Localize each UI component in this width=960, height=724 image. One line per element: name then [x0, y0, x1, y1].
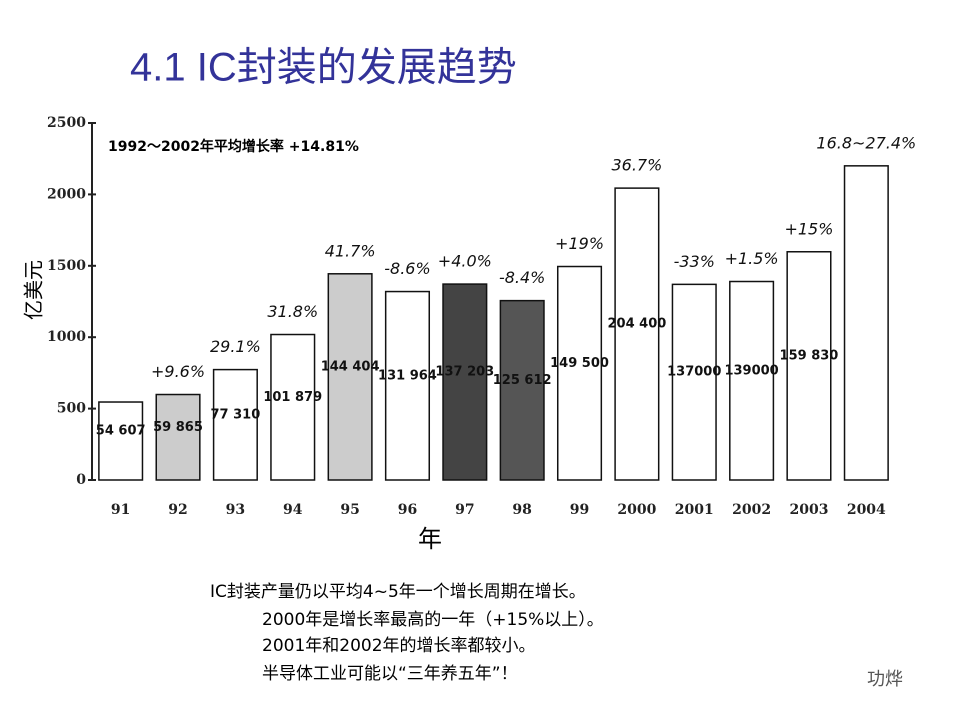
note-line: 2000年是增长率最高的一年（+15%以上）。 — [262, 610, 604, 630]
growth-label: +9.6% — [151, 362, 205, 381]
growth-label: +19% — [555, 234, 604, 253]
x-tick-label: 99 — [570, 502, 589, 518]
growth-label: 31.8% — [267, 302, 318, 321]
value-label: 137 203 — [435, 365, 494, 380]
annotation: 1992～2002年平均增长率 +14.81% — [108, 138, 359, 155]
bar — [729, 280, 775, 481]
growth-label: -33% — [674, 252, 715, 271]
bar — [384, 290, 431, 481]
slide-title: 4.1 IC封装的发展趋势 — [130, 46, 517, 90]
value-label: 139000 — [724, 363, 778, 378]
y-axis-label: 亿美元 — [22, 260, 46, 320]
growth-label: -8.4% — [499, 268, 545, 287]
x-tick-label: 98 — [512, 502, 531, 518]
note-line: 半导体工业可能以“三年养五年”！ — [262, 664, 518, 684]
value-label: 125 612 — [493, 373, 552, 388]
x-tick-label: 2001 — [675, 502, 714, 518]
x-tick-label: 2002 — [732, 502, 771, 518]
x-tick-label: 96 — [398, 502, 417, 518]
y-tick-label: 1000 — [47, 329, 86, 345]
bar — [499, 299, 545, 481]
growth-label: +1.5% — [725, 249, 779, 268]
value-label: 54 607 — [96, 424, 146, 439]
note-line: 2001年和2002年的增长率都较小。 — [262, 636, 536, 656]
value-label: 101 879 — [263, 390, 322, 405]
x-tick-label: 97 — [455, 502, 474, 518]
y-tick-label: 1500 — [47, 258, 86, 274]
y-tick-label: 2000 — [47, 186, 86, 202]
bar — [327, 273, 373, 481]
growth-label: 36.7% — [611, 156, 662, 175]
growth-label: +15% — [784, 219, 833, 238]
x-tick-label: 92 — [168, 502, 187, 518]
bar — [786, 251, 832, 481]
value-label: 59 865 — [153, 420, 203, 435]
bar — [270, 333, 316, 481]
x-tick-label: 94 — [283, 502, 303, 518]
bar — [442, 283, 488, 481]
x-tick-label: 2004 — [847, 502, 886, 518]
growth-label: 16.8~27.4% — [816, 133, 916, 152]
growth-label: 29.1% — [210, 337, 261, 356]
bar — [614, 187, 660, 481]
growth-label: +4.0% — [438, 252, 492, 271]
x-tick-label: 2000 — [617, 502, 656, 518]
value-label: 159 830 — [780, 348, 839, 363]
value-label: 137000 — [667, 365, 721, 380]
x-tick-label: 91 — [111, 502, 130, 518]
bar — [671, 283, 717, 481]
value-label: 77 310 — [211, 407, 261, 422]
watermark: 功烨 — [867, 669, 903, 690]
note-line: IC封装产量仍以平均4~5年一个增长周期在增长。 — [210, 582, 586, 602]
value-label: 204 400 — [607, 317, 666, 332]
bar — [155, 393, 201, 481]
value-label: 131 964 — [378, 368, 437, 383]
y-tick-label: 500 — [57, 401, 86, 417]
x-tick-label: 93 — [226, 502, 245, 518]
value-label: 144 404 — [321, 359, 380, 374]
bar — [212, 368, 258, 481]
bar — [98, 401, 144, 481]
y-tick-label: 0 — [76, 472, 86, 488]
x-tick-label: 95 — [340, 502, 359, 518]
value-label: 149 500 — [550, 356, 609, 371]
bar — [843, 165, 889, 481]
y-tick-label: 2500 — [47, 115, 86, 131]
growth-label: -8.6% — [384, 259, 430, 278]
x-tick-label: 2003 — [789, 502, 828, 518]
x-axis-label: 年 — [418, 525, 442, 553]
bar — [556, 265, 603, 481]
growth-label: 41.7% — [325, 241, 376, 260]
